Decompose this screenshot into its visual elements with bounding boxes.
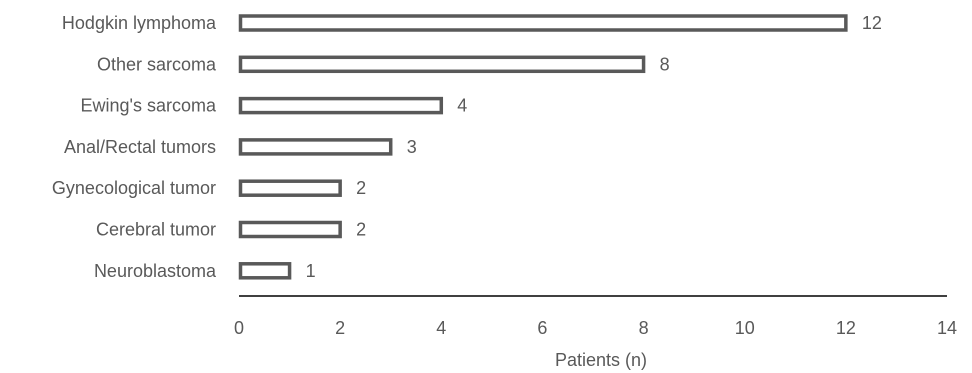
category-label: Hodgkin lymphoma [62,13,217,33]
category-label: Gynecological tumor [52,178,216,198]
category-label: Anal/Rectal tumors [64,137,216,157]
bar-hodgkin-lymphoma [238,14,848,32]
x-tick-label: 12 [836,318,856,338]
category-labels-group: Hodgkin lymphoma Other sarcoma Ewing's sar… [52,13,217,281]
category-label: Other sarcoma [97,54,217,74]
x-tick-label: 8 [639,318,649,338]
x-axis-title: Patients (n) [555,350,647,370]
data-label: 2 [356,220,366,240]
bar-ewing-s-sarcoma [238,96,444,115]
bar-anal-rectal-tumors [238,138,393,156]
x-tick-labels-group: 0 2 4 6 8 10 12 14 [234,318,957,338]
data-label: 8 [660,54,670,74]
data-labels-group: 12 8 4 3 2 2 1 [306,13,882,281]
bar-neuroblastoma [238,262,292,280]
x-tick-label: 10 [735,318,755,338]
data-label: 4 [457,96,467,116]
data-label: 3 [407,137,417,157]
category-label: Ewing's sarcoma [81,96,217,116]
x-tick-label: 2 [335,318,345,338]
category-label: Cerebral tumor [96,220,216,240]
bars-group [238,14,848,280]
data-label: 2 [356,178,366,198]
x-tick-label: 0 [234,318,244,338]
category-label: Neuroblastoma [94,261,217,281]
bar-gynecological-tumor [238,179,342,197]
bar-other-sarcoma [238,55,646,74]
x-tick-label: 14 [937,318,957,338]
x-tick-label: 4 [436,318,446,338]
data-label: 12 [862,13,882,33]
data-label: 1 [306,261,316,281]
x-tick-label: 6 [537,318,547,338]
bar-cerebral-tumor [238,220,342,239]
